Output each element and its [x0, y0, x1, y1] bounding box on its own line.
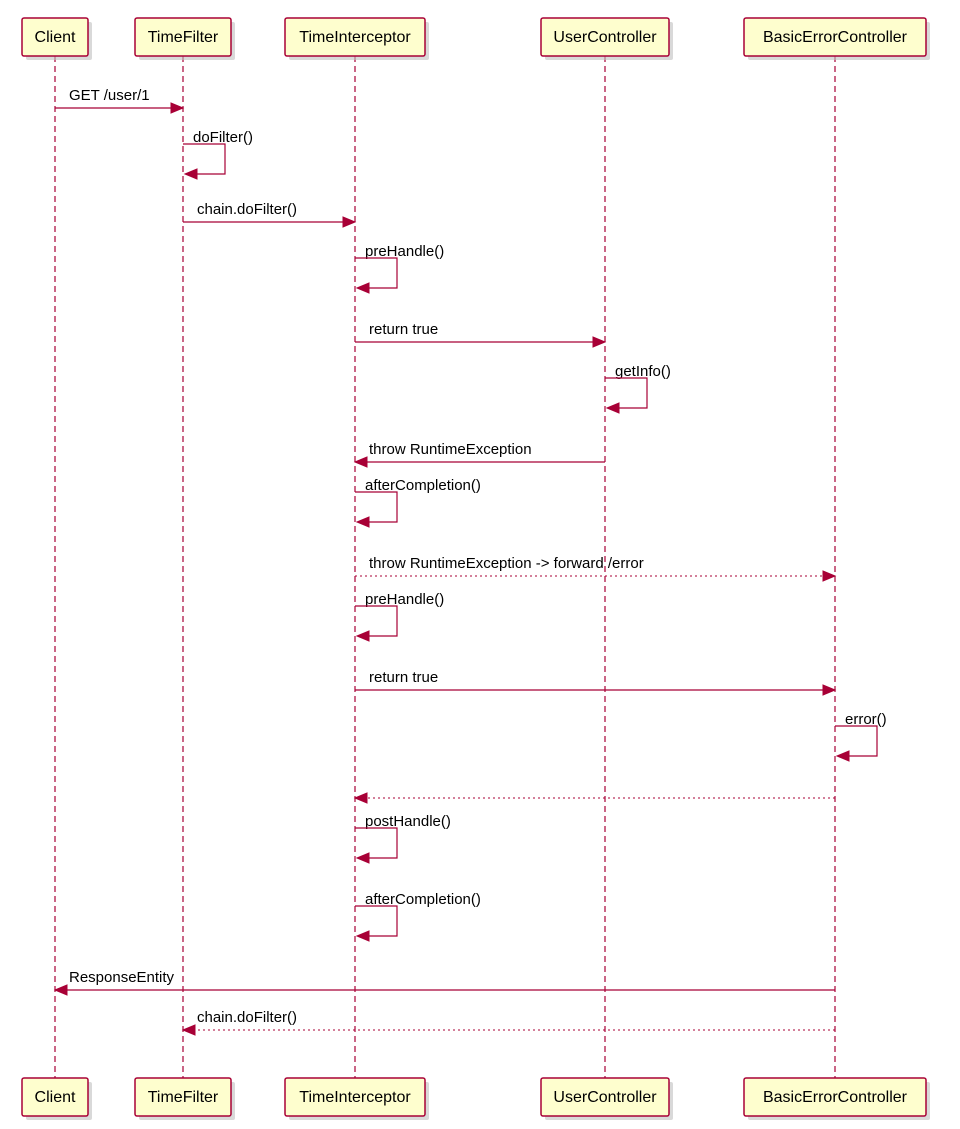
participant-error-label: BasicErrorController — [763, 29, 908, 46]
participant-interceptor-label: TimeInterceptor — [299, 29, 411, 46]
participant-controller-label: UserController — [553, 29, 657, 46]
participant-error-label: BasicErrorController — [763, 1089, 908, 1106]
message-8-label: throw RuntimeException -> forward /error — [369, 555, 644, 572]
message-0-label: GET /user/1 — [69, 87, 150, 104]
participant-filter-label: TimeFilter — [148, 29, 219, 46]
message-4-label: return true — [369, 321, 438, 338]
sequence-diagram: Client TimeFilter TimeInterceptor UserContr… — [0, 0, 960, 1129]
message-6-label: throw RuntimeException — [369, 441, 532, 458]
message-10-label: return true — [369, 669, 438, 686]
message-2-label: chain.doFilter() — [197, 201, 297, 218]
message-11-line — [835, 726, 877, 756]
message-15-label: ResponseEntity — [69, 969, 175, 986]
participant-interceptor-label: TimeInterceptor — [299, 1089, 411, 1106]
message-7-line — [355, 492, 397, 522]
message-13-line — [355, 828, 397, 858]
message-14-line — [355, 906, 397, 936]
message-16-label: chain.doFilter() — [197, 1009, 297, 1026]
participant-client-label: Client — [35, 1089, 76, 1106]
participant-client-label: Client — [35, 29, 76, 46]
message-5-line — [605, 378, 647, 408]
participant-controller-label: UserController — [553, 1089, 657, 1106]
message-1-line — [183, 144, 225, 174]
message-3-line — [355, 258, 397, 288]
participant-filter-label: TimeFilter — [148, 1089, 219, 1106]
message-9-line — [355, 606, 397, 636]
